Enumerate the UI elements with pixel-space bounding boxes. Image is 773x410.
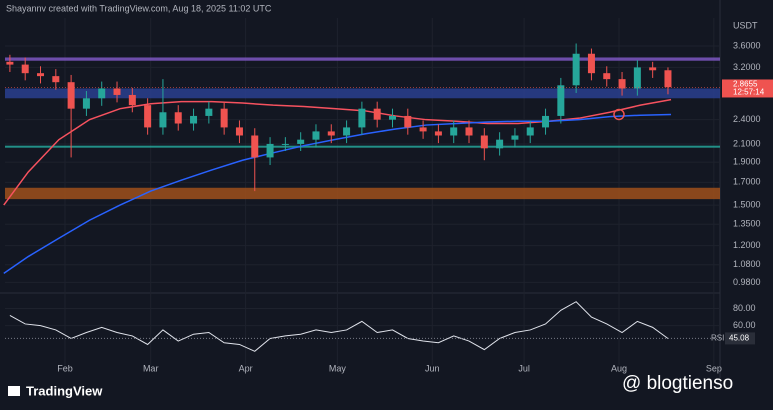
candle-body <box>174 112 182 124</box>
price-zone <box>5 88 720 99</box>
rsi-name: RSI <box>711 334 724 343</box>
candle-body <box>480 135 488 149</box>
candle-body <box>404 115 412 128</box>
x-tick-label: Jul <box>518 363 530 373</box>
candle-body <box>343 127 351 136</box>
candle-body <box>113 88 121 95</box>
logo-icon <box>8 386 20 396</box>
candle-body <box>664 70 672 88</box>
candle-body <box>159 112 167 128</box>
candle-body <box>373 108 381 120</box>
y-tick-label: 2.1000 <box>733 138 761 148</box>
candle-body <box>358 108 366 128</box>
candle-body <box>388 115 396 120</box>
rsi-tick-label: 80.00 <box>733 303 756 313</box>
last-price: 2.8655 <box>733 80 758 89</box>
brand: TradingView <box>26 383 103 398</box>
x-tick-label: Mar <box>143 363 159 373</box>
candle-body <box>67 82 75 109</box>
price-zone <box>5 187 720 200</box>
last-price-box <box>722 79 773 98</box>
candle-body <box>633 67 641 89</box>
rsi-line <box>9 301 669 352</box>
candle-body <box>52 76 60 83</box>
y-tick-label: 1.9000 <box>733 157 761 167</box>
candle-body <box>434 131 442 136</box>
candle-body <box>649 67 657 71</box>
candle-body <box>98 88 106 99</box>
x-tick-label: Apr <box>239 363 253 373</box>
candle-body <box>235 127 243 136</box>
candle-body <box>190 115 198 124</box>
y-tick-label: 1.5000 <box>733 199 761 209</box>
candle-body <box>144 105 152 128</box>
candle-body <box>128 94 136 106</box>
candle-body <box>281 143 289 145</box>
y-tick-label: 1.0800 <box>733 259 761 269</box>
candle-body <box>557 85 565 116</box>
candle-body <box>21 64 29 74</box>
y-tick-label: 0.9800 <box>733 277 761 287</box>
rsi-last-box <box>725 332 755 345</box>
candle-body <box>526 127 534 136</box>
candle-body <box>587 53 595 74</box>
candle-body <box>618 79 626 89</box>
countdown: 12:57:14 <box>733 88 765 97</box>
candle-body <box>205 108 213 116</box>
author-line: Shayannv created with TradingView.com, A… <box>6 3 272 13</box>
x-tick-label: Feb <box>57 363 73 373</box>
candle-body <box>312 131 320 140</box>
candle-body <box>251 135 259 158</box>
candle-body <box>37 73 45 77</box>
brand-logo: TradingView <box>8 383 103 398</box>
candle-body <box>572 53 580 86</box>
watermark: @ blogtienso <box>622 373 733 394</box>
y-tick-label: 3.2000 <box>733 62 761 72</box>
candle-body <box>496 139 504 149</box>
rsi-last: 45.08 <box>729 334 750 343</box>
y-tick-label: 3.6000 <box>733 40 761 50</box>
x-tick-label: Sep <box>706 363 722 373</box>
rsi-tick-label: 60.00 <box>733 320 756 330</box>
candle-body <box>511 135 519 140</box>
x-tick-label: Jun <box>425 363 440 373</box>
currency: USDT <box>733 20 758 30</box>
moving-average <box>3 113 672 275</box>
candle-body <box>465 127 473 136</box>
candle-body <box>266 143 274 158</box>
candle-body <box>297 139 305 144</box>
y-tick-label: 1.3500 <box>733 219 761 229</box>
candle-body <box>450 127 458 136</box>
candle-body <box>220 108 228 128</box>
x-tick-label: May <box>329 363 347 373</box>
y-tick-label: 1.2000 <box>733 240 761 250</box>
candle-body <box>82 98 90 109</box>
candle-body <box>542 115 550 128</box>
y-tick-label: 1.7000 <box>733 177 761 187</box>
price-zone <box>5 57 720 61</box>
candle-body <box>603 73 611 80</box>
y-tick-label: 2.4000 <box>733 114 761 124</box>
candle-body <box>419 127 427 132</box>
price-zone <box>5 145 720 148</box>
candle-body <box>6 61 14 65</box>
x-tick-label: Aug <box>611 363 627 373</box>
candle-body <box>327 131 335 136</box>
annotation-circle <box>613 108 625 121</box>
